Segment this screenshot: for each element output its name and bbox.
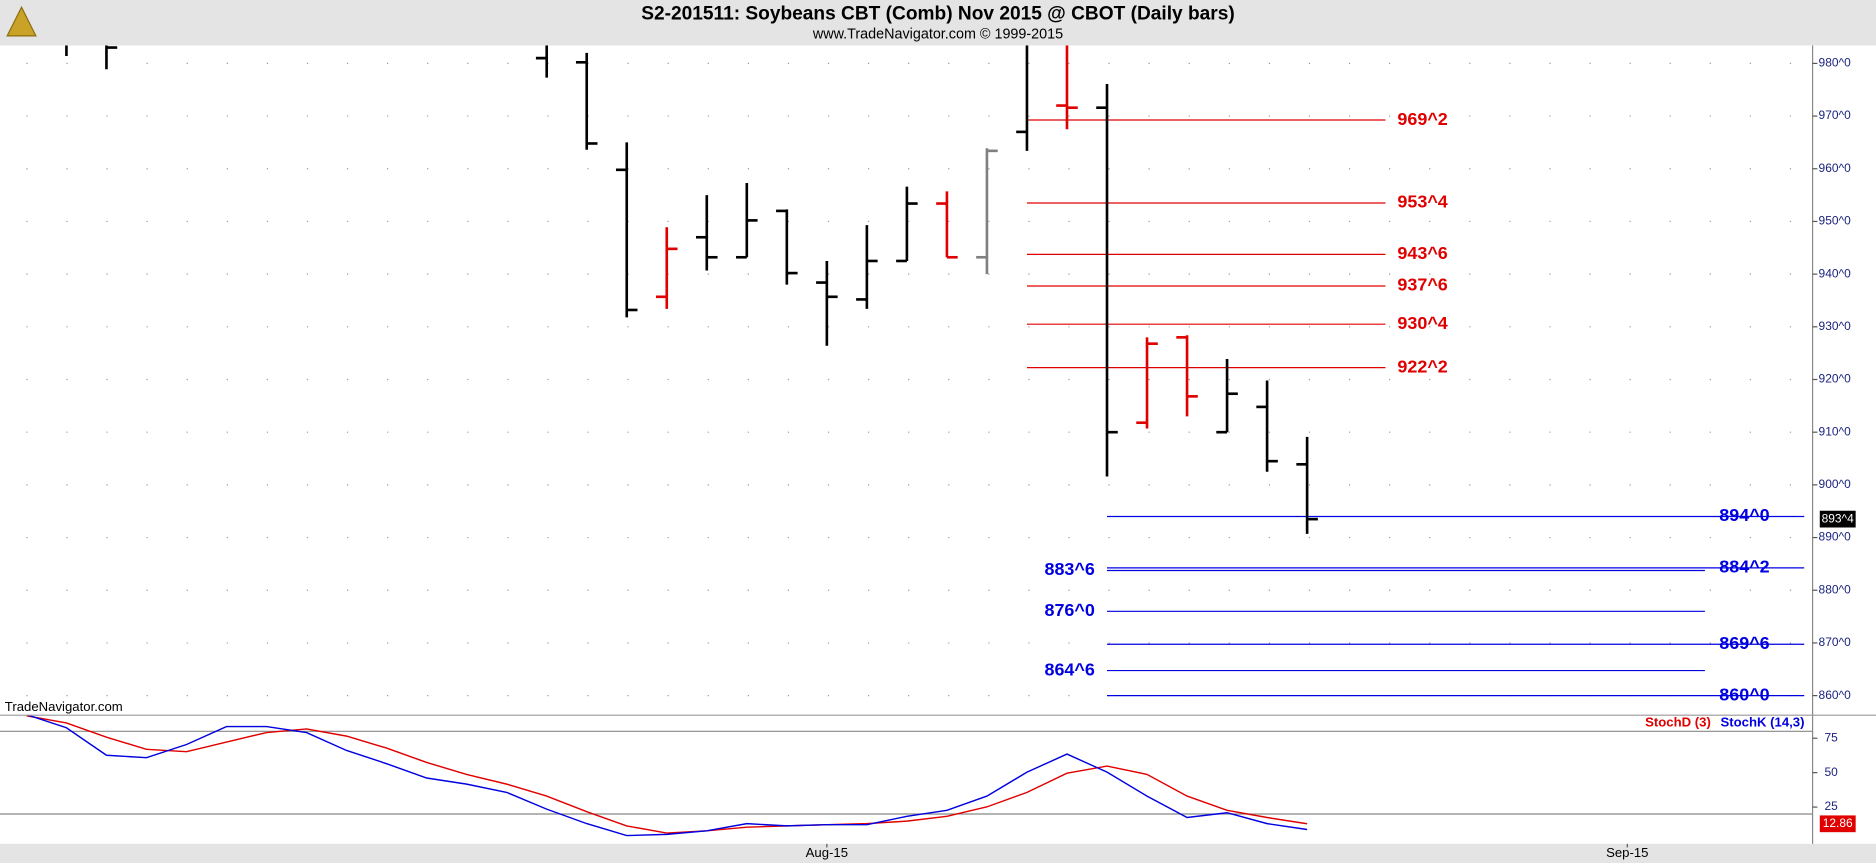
y-tick-label: 890^0 [1819, 530, 1852, 544]
last-value-label: 12.86 [1823, 816, 1853, 830]
stoch-line [27, 715, 1308, 837]
level-label: 876^0 [1044, 600, 1094, 620]
header-bar [0, 0, 1876, 46]
level-label: 969^2 [1397, 109, 1447, 129]
y-tick-label: 880^0 [1819, 582, 1852, 596]
chart-title: S2-201511: Soybeans CBT (Comb) Nov 2015 … [641, 3, 1235, 24]
y-tick-label: 50 [1825, 765, 1839, 779]
x-tick-label: Aug-15 [806, 845, 848, 860]
level-label: 883^6 [1044, 559, 1094, 579]
level-label: 943^6 [1397, 243, 1447, 263]
level-label: 894^0 [1719, 505, 1769, 525]
level-label: 864^6 [1044, 659, 1094, 679]
y-tick-label: 870^0 [1819, 635, 1852, 649]
y-tick-label: 900^0 [1819, 477, 1852, 491]
y-tick-label: 25 [1825, 799, 1839, 813]
y-tick-label: 75 [1825, 730, 1839, 744]
level-label: 930^4 [1397, 313, 1447, 333]
y-tick-label: 950^0 [1819, 214, 1852, 228]
price-pane: 969^2 953^4 943^6 937^6 930^4 922^2 894^0 884^2… [26, 45, 1813, 704]
y-tick-label: 930^0 [1819, 319, 1852, 333]
x-axis-bar [0, 843, 1876, 863]
y-tick-label: 910^0 [1819, 424, 1852, 438]
y-tick-label: 980^0 [1819, 56, 1852, 70]
level-label: 884^2 [1719, 557, 1769, 577]
stoch-line [26, 715, 1308, 834]
legend-entry: StochD (3) [1645, 714, 1711, 729]
y-tick-label: 920^0 [1819, 372, 1852, 386]
level-label: 860^0 [1719, 684, 1769, 704]
level-label: 869^6 [1719, 633, 1769, 653]
logo [6, 5, 37, 37]
level-label: 922^2 [1397, 356, 1447, 376]
y-tick-label: 960^0 [1819, 161, 1852, 175]
level-label: 937^6 [1397, 275, 1447, 295]
axes: 980^0 970^0 960^0 950^0 940^0 930^0 920^0 910^0… [806, 56, 1856, 860]
watermark: TradeNavigator.com [5, 699, 123, 714]
x-tick-label: Sep-15 [1606, 845, 1648, 860]
legend-entry: StochK (14,3) [1720, 714, 1804, 729]
last-price-label: 893^4 [1822, 511, 1855, 525]
y-tick-label: 860^0 [1819, 688, 1852, 702]
last-value-box [1819, 815, 1856, 833]
chart-subtitle: www.TradeNavigator.com © 1999-2015 [812, 27, 1063, 43]
level-label: 953^4 [1397, 192, 1447, 212]
y-tick-label: 970^0 [1819, 108, 1852, 122]
stoch-pane [0, 715, 1813, 837]
last-price-box [1819, 510, 1856, 528]
y-tick-label: 940^0 [1819, 266, 1852, 280]
